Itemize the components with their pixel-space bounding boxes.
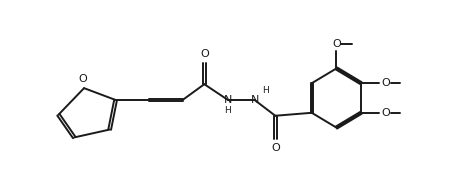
Text: O: O <box>199 49 208 59</box>
Text: O: O <box>270 143 279 153</box>
Text: O: O <box>381 78 389 88</box>
Text: O: O <box>381 108 389 118</box>
Text: O: O <box>331 39 340 49</box>
Text: H: H <box>224 106 231 115</box>
Text: O: O <box>78 74 87 84</box>
Text: N: N <box>223 95 232 105</box>
Text: N: N <box>250 95 258 105</box>
Text: H: H <box>262 86 268 95</box>
